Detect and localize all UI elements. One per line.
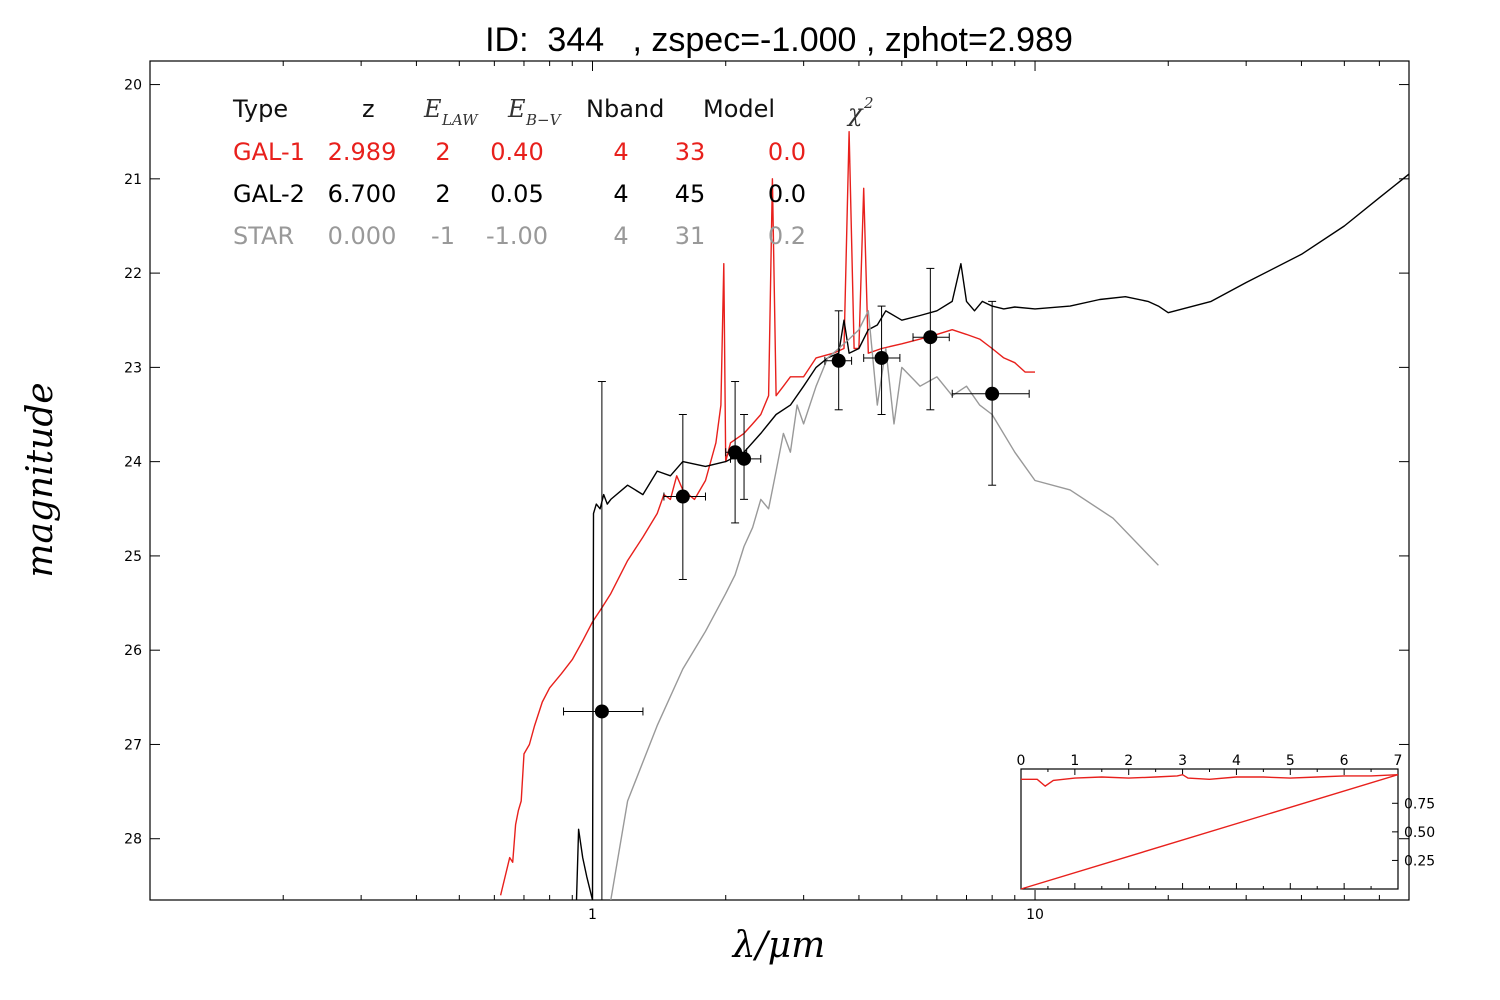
inset-y-tick-label: 0.50 xyxy=(1404,825,1435,841)
plot-frame xyxy=(149,60,1410,901)
table-header-nband: Nband xyxy=(586,95,664,123)
table-cell-model: 31 xyxy=(675,222,706,250)
inset-line xyxy=(1020,774,1399,890)
x-tick-label: 10 xyxy=(1026,907,1044,923)
table-cell-elaw: 2 xyxy=(435,138,450,166)
table-cell-ebv: 0.05 xyxy=(490,180,543,208)
table-cell-z: 6.700 xyxy=(328,180,397,208)
data-points xyxy=(563,267,1030,900)
table-row: GAL-2 6.700 2 0.05 4 45 0.0 xyxy=(233,180,806,208)
y-tick-label: 21 xyxy=(124,172,142,188)
inset-frame xyxy=(1020,768,1399,890)
data-point xyxy=(729,414,762,500)
table-row: STAR 0.000 -1 -1.00 4 31 0.2 xyxy=(233,222,806,250)
y-tick-label: 25 xyxy=(124,549,142,565)
table-header-chi2: χ xyxy=(846,99,864,127)
table-cell-type: GAL-1 xyxy=(233,138,305,166)
table-header-ebv-sub: B−V xyxy=(525,111,563,129)
y-tick-label: 26 xyxy=(124,643,142,659)
table-cell-ebv: -1.00 xyxy=(486,222,548,250)
inset-x-tick-label: 3 xyxy=(1178,753,1187,769)
series-line-gal-2 xyxy=(575,173,1409,900)
point-marker xyxy=(675,489,690,504)
point-marker xyxy=(594,704,609,719)
inset-curve xyxy=(1021,773,1399,787)
inset-series xyxy=(1020,773,1399,890)
x-axis-label: λ/μm xyxy=(731,925,825,966)
y-tick-label: 28 xyxy=(124,832,142,848)
table-cell-z: 2.989 xyxy=(328,138,397,166)
data-point xyxy=(951,300,1030,486)
table-cell-z: 0.000 xyxy=(328,222,397,250)
table-cell-type: STAR xyxy=(233,222,294,250)
inset-plot: 0 1 2 3 4 5 6 7 0.25 0.50 0.75 xyxy=(1017,753,1435,890)
table-cell-elaw: -1 xyxy=(431,222,455,250)
table-cell-nband: 4 xyxy=(613,222,628,250)
y-tick-label: 20 xyxy=(124,78,142,94)
table-cell-nband: 4 xyxy=(613,180,628,208)
table-cell-chi2: 0.0 xyxy=(768,180,806,208)
data-point xyxy=(824,310,853,411)
table-header-ebv: E xyxy=(507,95,526,123)
inset-x-tick-label: 6 xyxy=(1340,753,1349,769)
y-tick-label: 22 xyxy=(124,266,142,282)
inset-x-tick-label: 2 xyxy=(1124,753,1133,769)
inset-x-tick-label: 5 xyxy=(1286,753,1295,769)
table-cell-ebv: 0.40 xyxy=(490,138,543,166)
inset-y-tick-label: 0.25 xyxy=(1404,853,1435,869)
data-point xyxy=(912,267,950,411)
y-tick-label: 23 xyxy=(124,360,142,376)
table-cell-nband: 4 xyxy=(613,138,628,166)
table-cell-chi2: 0.0 xyxy=(768,138,806,166)
point-marker xyxy=(737,451,752,466)
data-point xyxy=(863,305,901,416)
y-tick-label: 24 xyxy=(124,455,142,471)
data-point xyxy=(563,381,644,900)
inset-x-tick-label: 7 xyxy=(1394,753,1403,769)
x-axis-ticks: 1 10 xyxy=(149,61,1410,923)
point-marker xyxy=(831,353,846,368)
table-cell-type: GAL-2 xyxy=(233,180,305,208)
table-cell-elaw: 2 xyxy=(435,180,450,208)
table-row: GAL-1 2.989 2 0.40 4 33 0.0 xyxy=(233,138,806,166)
fit-results-table: Type z E LAW E B−V Nband Model χ 2 GAL-1… xyxy=(232,94,874,250)
point-marker xyxy=(985,386,1000,401)
table-header-elaw-sub: LAW xyxy=(441,111,479,129)
table-header-model: Model xyxy=(703,95,775,123)
table-cell-model: 33 xyxy=(675,138,706,166)
inset-y-tick-label: 0.75 xyxy=(1404,796,1435,812)
point-marker xyxy=(923,330,938,345)
chart-title: ID: 344 , zspec=-1.000 , zphot=2.989 xyxy=(485,21,1073,59)
inset-x-tick-label: 0 xyxy=(1017,753,1026,769)
data-point xyxy=(663,414,706,580)
inset-ticks: 0 1 2 3 4 5 6 7 0.25 0.50 0.75 xyxy=(1017,753,1435,889)
inset-x-tick-label: 1 xyxy=(1070,753,1079,769)
y-axis-label: magnitude xyxy=(20,382,61,577)
x-tick-label: 1 xyxy=(588,907,597,923)
table-cell-chi2: 0.2 xyxy=(768,222,806,250)
point-marker xyxy=(874,350,889,365)
table-cell-model: 45 xyxy=(675,180,706,208)
y-tick-label: 27 xyxy=(124,737,142,753)
inset-x-tick-label: 4 xyxy=(1232,753,1241,769)
table-header-chi2-sup: 2 xyxy=(863,94,874,112)
table-header-type: Type xyxy=(232,95,288,123)
table-header-elaw: E xyxy=(423,95,442,123)
table-header-z: z xyxy=(362,95,375,123)
